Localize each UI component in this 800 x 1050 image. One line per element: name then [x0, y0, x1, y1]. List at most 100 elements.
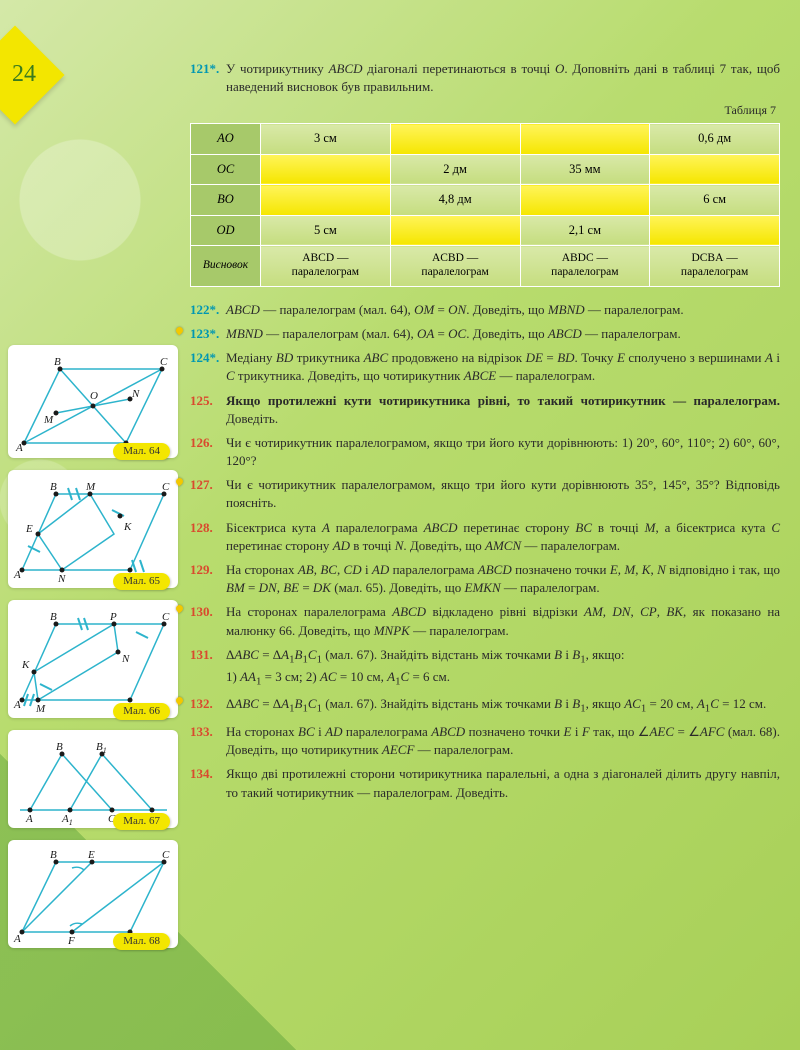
problem-number: 123*. [190, 325, 226, 343]
table-cell [520, 124, 650, 155]
figure-68: BEC AFD Мал. 68 [8, 840, 178, 948]
table-cell: ABCD —паралелограм [261, 246, 391, 287]
table-cell [520, 185, 650, 216]
problem-text: Бісектриса кута A паралелограма ABCD пер… [226, 519, 780, 555]
table-row-label: OC [191, 154, 261, 185]
table-cell: DCBA —паралелограм [650, 246, 780, 287]
svg-text:A: A [25, 813, 33, 825]
svg-text:B1: B1 [96, 741, 107, 755]
table-row-label: AO [191, 124, 261, 155]
table-7: AO3 см0,6 дмOC2 дм35 ммBO4,8 дм6 смOD5 с… [190, 123, 780, 287]
figure-66-label: Мал. 66 [113, 703, 170, 720]
problem-text: Чи є чотирикутник паралелограмом, якщо т… [226, 476, 780, 512]
svg-text:P: P [109, 611, 117, 623]
table-cell: 4,8 дм [390, 185, 520, 216]
svg-text:N: N [121, 653, 130, 665]
problem-number: 132. [190, 695, 226, 717]
problem-number: 125. [190, 392, 226, 428]
pin-icon [172, 603, 186, 621]
problem-number: 121*. [190, 60, 226, 96]
table-cell: 0,6 дм [650, 124, 780, 155]
svg-text:N: N [57, 573, 66, 585]
figure-65: BMC AND EK Мал. 65 [8, 470, 178, 588]
figure-67-label: Мал. 67 [113, 813, 170, 830]
table-row-label: OD [191, 215, 261, 246]
sidebar-figures: BC AD MN O Мал. 64 BMC AND EK Мал. 65 [8, 345, 178, 960]
svg-text:M: M [85, 481, 96, 493]
table-cell [650, 215, 780, 246]
pin-icon [172, 476, 186, 494]
table-cell: 35 мм [520, 154, 650, 185]
svg-text:M: M [35, 703, 46, 715]
problem-text: Якщо дві протилежні сторони чотирикутник… [226, 765, 780, 801]
problem-text: На сторонах BC і AD паралелограма ABCD п… [226, 723, 780, 759]
problem-text: У чотирикутнику ABCD діагоналі перетинаю… [226, 60, 780, 96]
figure-66: BPC AMD KN Мал. 66 [8, 600, 178, 718]
svg-text:B: B [50, 611, 57, 623]
svg-text:C: C [162, 481, 170, 493]
problem-text: На сторонах паралелограма ABCD відкладен… [226, 603, 780, 639]
table-caption: Таблиця 7 [190, 102, 776, 119]
problem-text: Якщо протилежні кути чотирикутника рівні… [226, 392, 780, 428]
table-cell: 3 см [261, 124, 391, 155]
table-cell [650, 154, 780, 185]
svg-text:C: C [162, 849, 170, 861]
svg-text:E: E [87, 849, 95, 861]
table-cell [261, 185, 391, 216]
figure-64-svg: BC AD MN O [12, 351, 172, 456]
svg-text:B: B [56, 741, 63, 753]
svg-text:A: A [13, 933, 21, 945]
figure-66-svg: BPC AMD KN [12, 606, 172, 716]
problem-text: ΔABC = ΔA1B1C1 (мал. 67). Знайдіть відст… [226, 646, 780, 690]
table-cell: 2 дм [390, 154, 520, 185]
svg-text:B: B [54, 356, 61, 368]
svg-text:N: N [131, 388, 140, 400]
table-cell: 2,1 см [520, 215, 650, 246]
table-row-label: Висновок [191, 246, 261, 287]
svg-text:B: B [50, 849, 57, 861]
pin-icon [172, 325, 186, 343]
svg-text:B: B [50, 481, 57, 493]
table-cell: ABDC —паралелограм [520, 246, 650, 287]
problem-number: 122*. [190, 301, 226, 319]
table-cell [261, 154, 391, 185]
problem-number: 134. [190, 765, 226, 801]
svg-text:A: A [13, 569, 21, 581]
problem-number: 126. [190, 434, 226, 470]
problem-text: ABCD — паралелограм (мал. 64), OM = ON. … [226, 301, 780, 319]
figure-67: AA1 CC1 BB1 Мал. 67 [8, 730, 178, 828]
svg-text:A: A [15, 442, 23, 454]
problem-number: 127. [190, 476, 226, 512]
svg-text:K: K [123, 521, 132, 533]
svg-text:F: F [67, 935, 75, 946]
table-cell [390, 124, 520, 155]
main-content: 121*.У чотирикутнику ABCD діагоналі пере… [190, 60, 780, 808]
svg-text:C: C [160, 356, 168, 368]
problem-number: 128. [190, 519, 226, 555]
page-number: 24 [12, 58, 36, 92]
table-cell: 6 см [650, 185, 780, 216]
page-number-badge: 24 [0, 30, 90, 120]
svg-text:K: K [21, 659, 30, 671]
svg-text:M: M [43, 414, 54, 426]
figure-65-svg: BMC AND EK [12, 476, 172, 586]
figure-64-label: Мал. 64 [113, 443, 170, 460]
problem-text: MBND — паралелограм (мал. 64), OA = OC. … [226, 325, 780, 343]
figure-68-svg: BEC AFD [12, 846, 172, 946]
figure-65-label: Мал. 65 [113, 573, 170, 590]
problem-number: 131. [190, 646, 226, 690]
problem-number: 130. [190, 603, 226, 639]
pin-icon [172, 695, 186, 713]
problem-text: Медіану BD трикутника ABC продовжено на … [226, 349, 780, 385]
problem-text: На сторонах AB, BC, CD і AD паралелограм… [226, 561, 780, 597]
problem-number: 133. [190, 723, 226, 759]
svg-text:O: O [90, 390, 98, 402]
problem-text: ΔABC = ΔA1B1C1 (мал. 67). Знайдіть відст… [226, 695, 780, 717]
table-row-label: BO [191, 185, 261, 216]
table-cell: ACBD —паралелограм [390, 246, 520, 287]
table-cell [390, 215, 520, 246]
figure-64: BC AD MN O Мал. 64 [8, 345, 178, 458]
svg-text:C: C [162, 611, 170, 623]
figure-68-label: Мал. 68 [113, 933, 170, 950]
problem-text: Чи є чотирикутник паралелограмом, якщо т… [226, 434, 780, 470]
